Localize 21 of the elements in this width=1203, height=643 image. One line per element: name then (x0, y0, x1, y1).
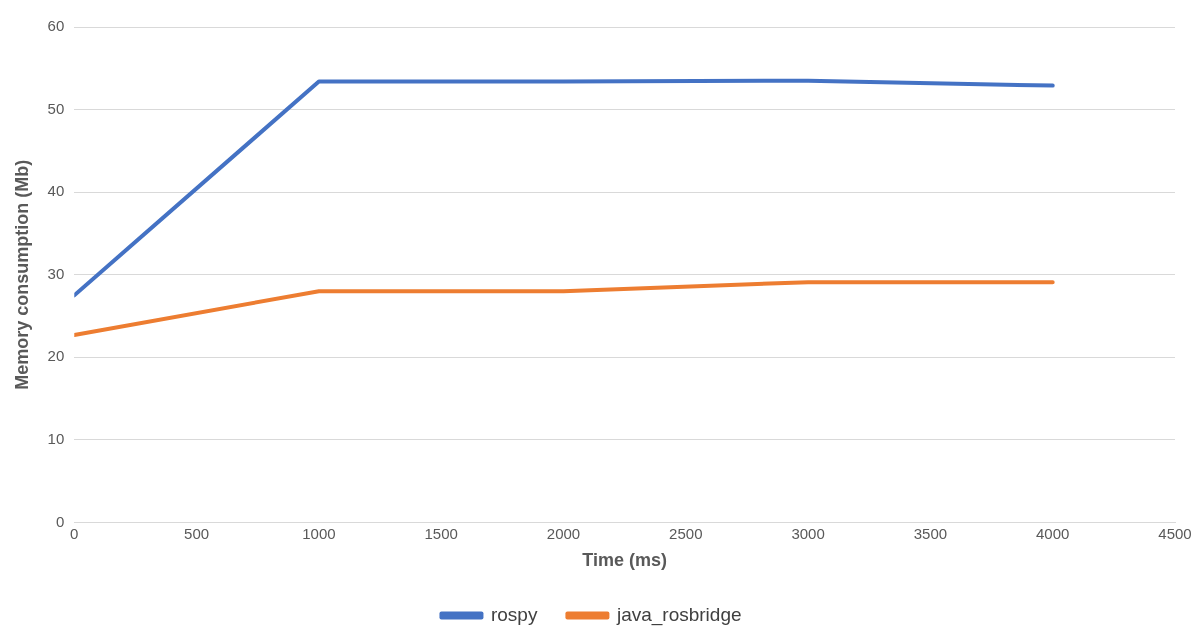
y-tick-label: 0 (55, 512, 65, 530)
x-tick-label: 500 (184, 524, 210, 542)
x-tick-label: 3000 (791, 524, 825, 542)
x-tick-label: 1500 (424, 524, 458, 542)
x-tick-label: 4000 (1036, 524, 1070, 542)
x-tick-label: 2500 (669, 524, 703, 542)
y-tick-label: 30 (47, 264, 65, 282)
y-tick-label: 60 (47, 17, 65, 35)
y-tick-label: 50 (47, 99, 65, 117)
y-tick-label: 20 (47, 347, 65, 365)
legend-label: rospy (490, 603, 538, 625)
y-tick-label: 10 (47, 429, 65, 447)
x-tick-label: 1000 (302, 524, 336, 542)
x-tick-label: 2000 (546, 524, 581, 542)
legend-label: java_rosbridge (615, 603, 742, 626)
x-axis-title: Time (ms) (582, 550, 667, 571)
y-axis-title: Memory consumption (Mb) (11, 159, 32, 390)
x-tick-label: 3500 (913, 524, 948, 542)
x-tick-label: 4500 (1158, 524, 1192, 542)
y-tick-label: 40 (47, 182, 65, 200)
x-tick-label: 0 (70, 524, 79, 542)
